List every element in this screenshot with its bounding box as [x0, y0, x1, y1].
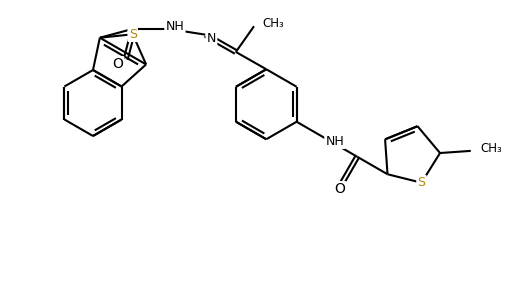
- Text: NH: NH: [165, 20, 184, 33]
- Text: CH₃: CH₃: [481, 142, 503, 155]
- Text: NH: NH: [326, 135, 344, 148]
- Text: S: S: [129, 28, 136, 41]
- Text: CH₃: CH₃: [262, 17, 284, 30]
- Text: O: O: [112, 57, 123, 72]
- Text: N: N: [207, 32, 216, 45]
- Text: S: S: [418, 176, 425, 189]
- Text: O: O: [334, 182, 345, 196]
